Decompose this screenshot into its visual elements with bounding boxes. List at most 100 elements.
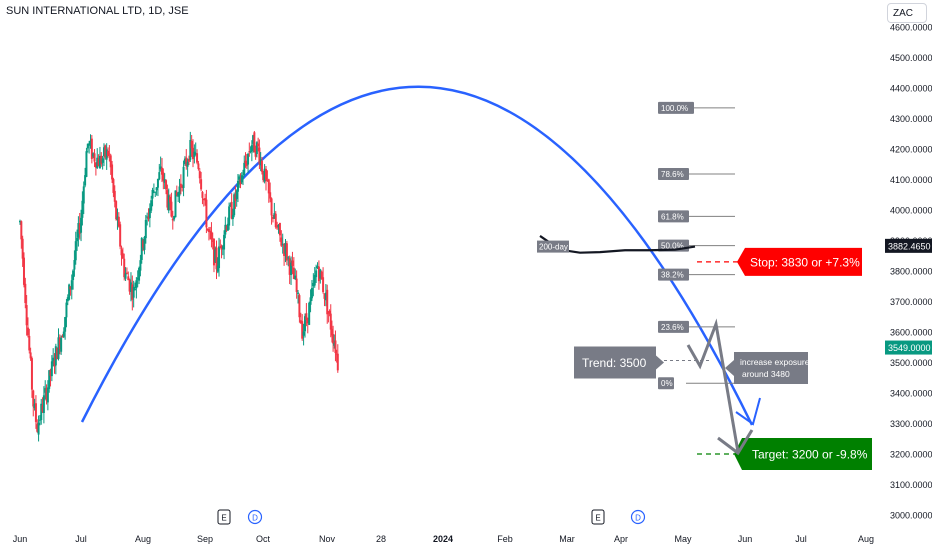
candle-body [197,163,200,169]
candle-body [92,153,95,157]
candle-body [42,395,45,414]
candle-body [185,157,188,167]
candle-body [98,155,101,169]
candle-body [166,190,169,208]
candle-body [229,204,232,206]
dividend-marker [630,509,646,525]
candle-body [26,327,29,336]
candle-body [155,187,158,191]
candle-body [89,140,92,145]
candle-body [81,200,84,218]
candle-body [243,162,246,176]
fib-level-tag [658,268,689,281]
candle-body [29,352,32,359]
candle-body [146,216,149,218]
candle-body [324,292,327,301]
candle-body [129,282,132,292]
candle-body [167,195,170,211]
candle-body [317,266,320,282]
candle-body [163,179,166,183]
candle-body [93,153,96,162]
trend-label: Trend: 3500 [582,356,647,370]
candle-body [260,160,263,172]
candle-body [131,284,134,300]
x-tick-label: Aug [858,534,874,544]
candle-body [205,199,208,228]
candle-body [215,247,218,270]
candle-body [308,302,311,325]
event-marker-label: D [252,514,258,523]
currency-selector[interactable]: ZAC [887,3,927,23]
candle-body [267,179,270,194]
candle-body [334,340,337,354]
candle-body [113,190,116,202]
candle-body [132,286,135,298]
y-tick-label: 4400.0000 [890,84,932,94]
event-marker-label: E [595,514,600,523]
y-tick-label: 3800.0000 [890,267,932,277]
candle-body [77,222,80,238]
candle-body [294,275,297,280]
x-tick-label: Jul [75,534,87,544]
candle-body [240,175,243,183]
candle-body [316,266,319,269]
candle-body [24,283,27,304]
candle-body [298,295,301,318]
candle-body [228,206,231,226]
candle-body [263,168,266,182]
candle-body [244,160,247,164]
candle-body [97,158,100,167]
candle-body [264,168,267,180]
y-tick-label: 4300.0000 [890,114,932,124]
candle-body [301,321,304,339]
candle-body [21,238,24,259]
candle-body [271,217,274,219]
candle-body [320,271,323,280]
moving-average-layer: 200-day [537,235,696,254]
candle-body [101,158,104,163]
candle-body [220,245,223,250]
candle-body [297,292,300,294]
candle-body [143,237,146,250]
candle-body [144,219,147,239]
candle-body [147,216,150,219]
candle-body [142,240,145,248]
trend-callout [574,346,656,379]
x-tick-label: Nov [319,534,336,544]
candle-body [257,143,260,147]
fib-level-tag [658,101,694,114]
candle-body [181,185,184,188]
candle-body [230,201,233,219]
increase-label-line2: around 3480 [742,369,790,379]
candle-body [171,218,174,221]
y-tick-label: 4000.0000 [890,206,932,216]
candle-body [90,138,93,159]
candle-body [253,132,256,153]
candle-body [46,387,49,403]
candle-body [177,192,180,197]
candle-body [214,249,217,263]
trend-arc-layer [80,85,761,426]
candle-body [283,244,286,257]
increase-label-line1: increase exposure [740,357,810,367]
candle-body [259,159,262,166]
candle-body [86,143,89,149]
y-tick-label: 3600.0000 [890,328,932,338]
candle-body [119,224,122,247]
candle-body [194,153,197,155]
candle-body [60,337,63,352]
x-tick-label: 28 [376,534,386,544]
candle-body [249,151,252,153]
candle-body [154,191,157,193]
candle-body [247,153,250,165]
y-tick-label: 3500.0000 [890,358,932,368]
candle-body [124,273,127,279]
candle-body [165,180,168,190]
y-tick-label: 3400.0000 [890,389,932,399]
candle-body [326,289,329,315]
candle-body [159,166,162,170]
candle-body [225,226,228,231]
ma-label-tag [537,240,569,253]
x-tick-label: Apr [614,534,628,544]
